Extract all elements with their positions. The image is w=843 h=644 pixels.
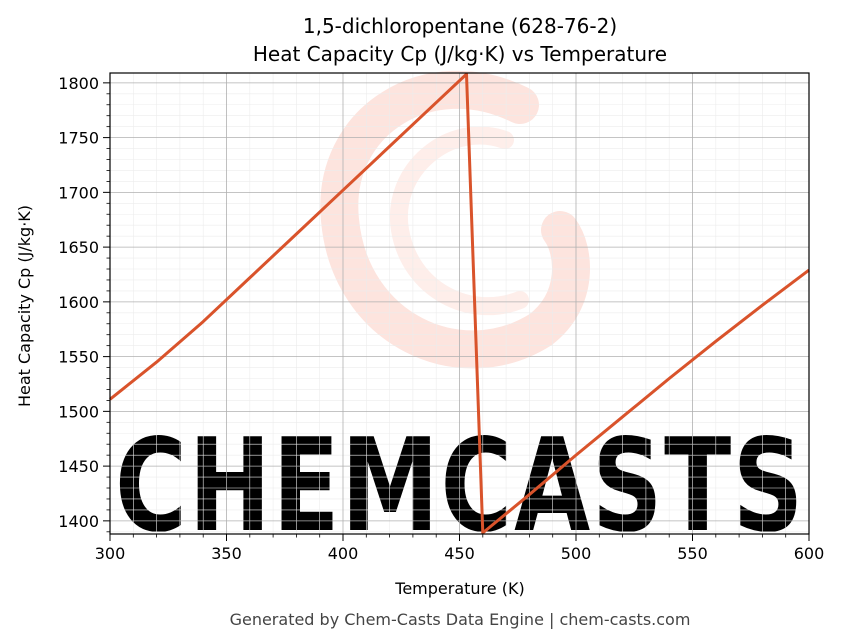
y-tick-label: 1650 (58, 238, 99, 257)
y-tick-label: 1750 (58, 129, 99, 148)
y-tick-label: 1800 (58, 74, 99, 93)
chart-title-line2: Heat Capacity Cp (J/kg·K) vs Temperature (253, 42, 667, 66)
x-tick-label: 400 (328, 544, 359, 563)
x-tick-label: 350 (211, 544, 242, 563)
y-tick-label: 1450 (58, 457, 99, 476)
y-tick-label: 1550 (58, 348, 99, 367)
chemcasts-watermark: CHEMCASTS (115, 70, 803, 561)
x-tick-label: 550 (677, 544, 708, 563)
y-tick-label: 1400 (58, 512, 99, 531)
chart-title-line1: 1,5-dichloropentane (628-76-2) (303, 14, 617, 38)
footer-credit: Generated by Chem-Casts Data Engine | ch… (230, 610, 691, 629)
x-axis-title: Temperature (K) (394, 579, 524, 598)
axes (103, 72, 810, 541)
x-tick-label: 450 (444, 544, 475, 563)
y-tick-label: 1700 (58, 183, 99, 202)
watermark-logo-inner-swirl (389, 126, 529, 316)
x-tick-label: 500 (561, 544, 592, 563)
x-tick-label: 600 (794, 544, 825, 563)
grid (109, 73, 810, 534)
y-axis-title: Heat Capacity Cp (J/kg·K) (15, 205, 34, 407)
y-tick-label: 1600 (58, 293, 99, 312)
tick-labels: 300 350 400 450 500 550 600 1400 1450 1500 1550 160… (58, 74, 824, 563)
y-tick-label: 1500 (58, 402, 99, 421)
x-tick-label: 300 (95, 544, 126, 563)
watermark-logo-swirl (320, 70, 590, 369)
